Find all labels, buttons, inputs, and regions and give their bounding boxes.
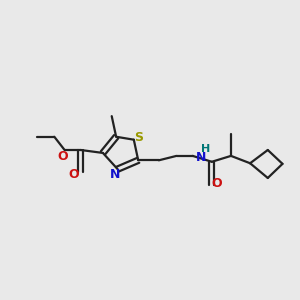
Text: S: S [135,131,144,144]
Text: O: O [58,150,68,163]
Text: O: O [211,177,222,190]
Text: O: O [68,168,79,181]
Text: N: N [196,151,206,164]
Text: H: H [201,144,210,154]
Text: N: N [110,168,120,181]
